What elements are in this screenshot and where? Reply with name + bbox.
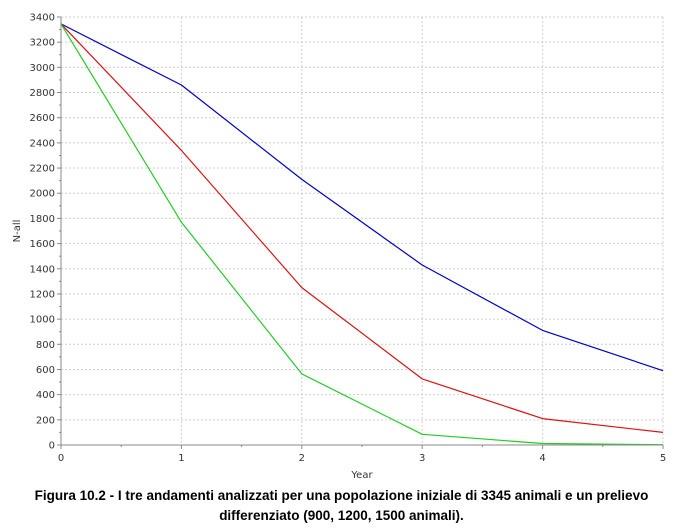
y-tick-label: 600 [36, 365, 55, 376]
figure-caption: Figura 10.2 - I tre andamenti analizzati… [0, 486, 683, 526]
series-line-2 [60, 23, 664, 433]
y-tick-label: 3000 [30, 63, 55, 74]
y-tick-label: 800 [36, 340, 55, 351]
x-tick-label: 4 [539, 453, 545, 464]
line-chart: 0 200 400 600 800 1000 1200 1400 1600 1800 2000 220… [12, 13, 667, 482]
y-tick-label: 200 [36, 415, 55, 426]
y-tick-label: 1200 [30, 289, 55, 300]
y-tick-label: 1600 [30, 239, 55, 250]
y-tick-label: 3200 [30, 38, 55, 49]
y-tick-label: 400 [36, 390, 55, 401]
y-tick-label: 2600 [30, 113, 55, 124]
x-tick-label: 5 [660, 453, 666, 464]
caption-line-1: Figura 10.2 - I tre andamenti analizzati… [34, 488, 649, 503]
tick-labels: 0 200 400 600 800 1000 1200 1400 1600 1800 2000 220… [30, 13, 667, 465]
axes [57, 16, 664, 449]
y-tick-label: 2200 [30, 164, 55, 175]
y-tick-label: 2000 [30, 189, 55, 200]
y-tick-label: 1000 [30, 315, 55, 326]
y-axis-title: N-all [12, 220, 23, 243]
y-tick-label: 1400 [30, 264, 55, 275]
x-tick-label: 2 [299, 453, 305, 464]
plot-area [61, 17, 663, 445]
y-tick-label: 2400 [30, 138, 55, 149]
x-tick-label: 1 [178, 453, 184, 464]
y-tick-label: 1800 [30, 214, 55, 225]
caption-line-2: differenziato (900, 1200, 1500 animali). [219, 508, 464, 523]
series-line-3 [60, 23, 664, 446]
x-tick-label: 0 [58, 453, 64, 464]
x-axis-title: Year [350, 470, 373, 481]
y-tick-label: 0 [49, 441, 55, 452]
y-tick-label: 3400 [30, 13, 55, 24]
series-layer [60, 23, 664, 446]
series-line-1 [60, 23, 664, 372]
x-tick-label: 3 [419, 453, 425, 464]
y-tick-label: 2800 [30, 88, 55, 99]
